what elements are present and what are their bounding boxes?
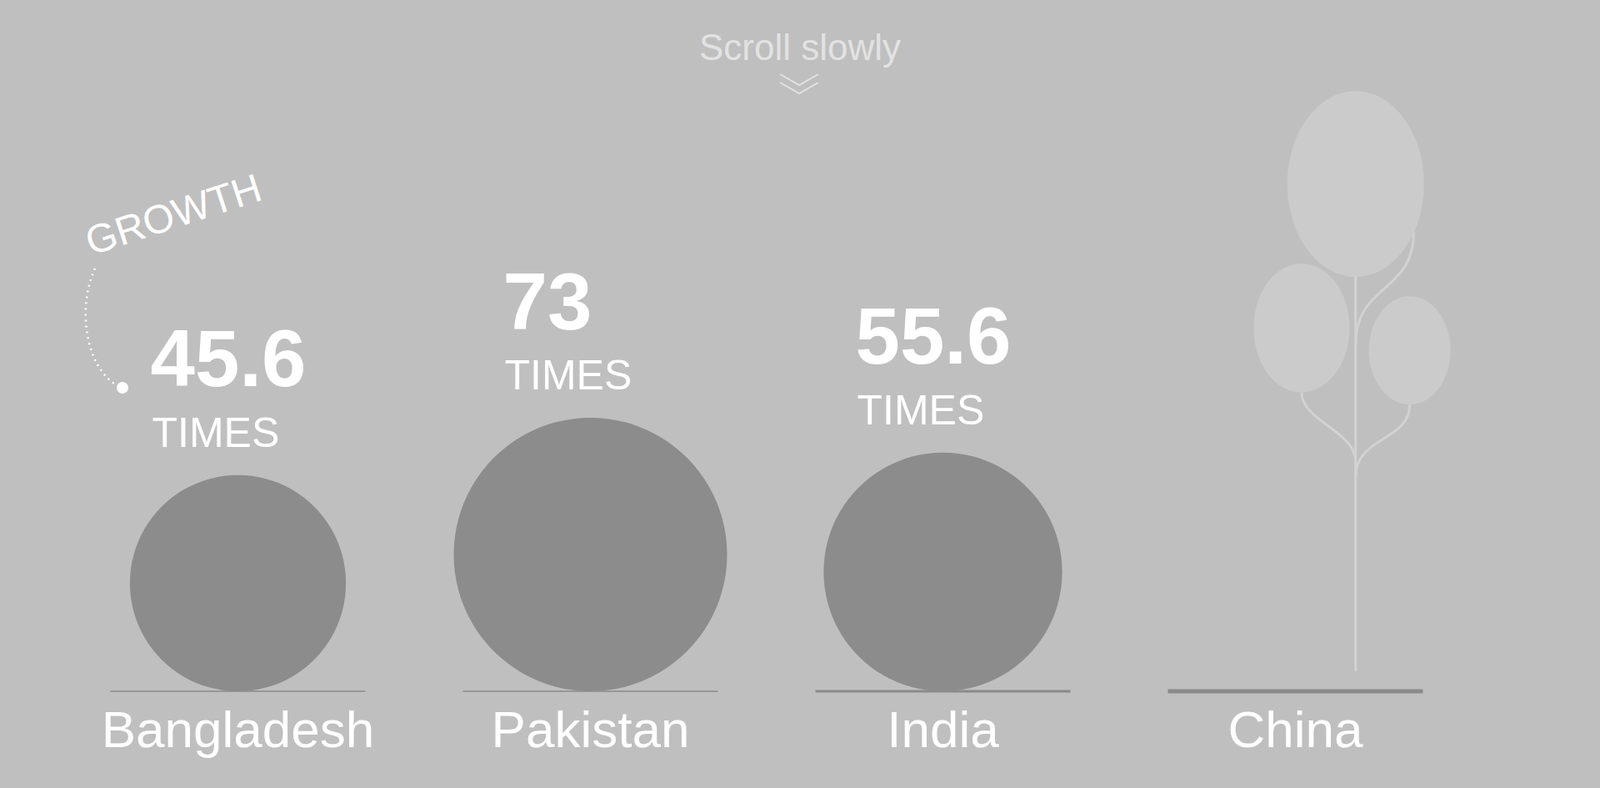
svg-text:India: India <box>886 700 1000 758</box>
svg-text:TIMES: TIMES <box>505 351 633 399</box>
svg-text:TIMES: TIMES <box>857 386 985 434</box>
svg-text:45.6: 45.6 <box>150 313 307 403</box>
svg-text:TIMES: TIMES <box>152 409 280 456</box>
svg-text:55.6: 55.6 <box>855 290 1012 380</box>
svg-text:73: 73 <box>503 256 593 346</box>
svg-text:Scroll slowly: Scroll slowly <box>699 26 901 68</box>
svg-text:Bangladesh: Bangladesh <box>101 700 375 758</box>
svg-text:China: China <box>1228 700 1365 758</box>
svg-text:Pakistan: Pakistan <box>491 700 690 758</box>
svg-text:GROWTH: GROWTH <box>80 165 267 264</box>
